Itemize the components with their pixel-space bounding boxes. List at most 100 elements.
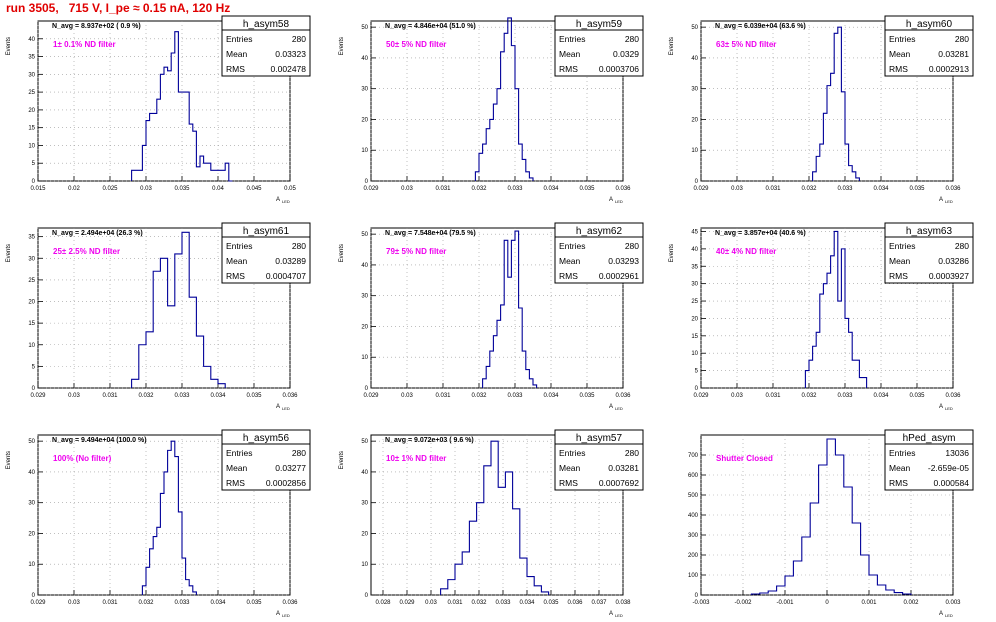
histogram-bin	[160, 258, 167, 388]
y-axis-label: Events	[669, 244, 675, 262]
histogram-bin	[511, 240, 515, 388]
x-tick-label: 0.032	[801, 186, 817, 192]
navg-label: N_avg = 8.937e+02 ( 0.9 %)	[52, 23, 141, 30]
histogram-bin	[810, 503, 818, 595]
y-tick-label: 35	[691, 264, 698, 270]
navg-label: N_avg = 4.846e+04 (51.0 %)	[385, 23, 476, 30]
stats-value: 0.03289	[275, 256, 306, 266]
histogram-bin	[150, 549, 154, 595]
stats-box: h_asym63 Entries 280 Mean 0.03286 RMS 0.000392…	[884, 222, 974, 284]
x-tick-label: 0.031	[435, 186, 451, 192]
histogram-bin	[831, 73, 835, 181]
histogram-bin	[171, 53, 175, 181]
histogram-bin	[160, 493, 164, 595]
y-tick-label: 700	[688, 453, 699, 459]
histogram-bin	[809, 360, 813, 388]
y-tick-label: 20	[361, 324, 368, 330]
histogram-bin	[529, 379, 533, 388]
y-axis-label: Events	[339, 244, 345, 262]
histogram-bin	[513, 509, 520, 595]
histogram-bin	[182, 92, 186, 181]
histogram-bin	[441, 589, 448, 595]
y-tick-label: 30	[691, 87, 698, 93]
stats-value: 0.0003706	[599, 64, 639, 74]
histogram-bin	[222, 170, 226, 181]
histogram-bin	[501, 52, 505, 181]
stats-box: h_asym56 Entries 280 Mean 0.03277 RMS 0.000285…	[221, 429, 311, 491]
histogram-bin	[852, 360, 856, 388]
stats-value: 280	[292, 34, 306, 44]
stats-label: RMS	[559, 478, 578, 488]
histogram-bin	[455, 564, 462, 595]
histogram-bin	[527, 577, 534, 595]
x-axis-label-sub: LED	[945, 406, 953, 411]
histogram-panel-h_asym58: 0.015 0.02 0.025 0.03 0.035 0.04 0.045 0.05 0 5 10…	[0, 13, 311, 204]
histogram-bin	[186, 92, 190, 181]
histogram-panel-h_asym57: 0.028 0.029 0.03 0.031 0.032 0.033 0.034 0.035 0…	[333, 427, 644, 618]
histogram-bin	[515, 89, 519, 181]
histogram-bin	[171, 441, 175, 595]
x-tick-label: -0.002	[734, 600, 752, 606]
histogram-bin	[490, 351, 494, 388]
y-tick-label: 25	[28, 278, 35, 284]
histogram-bin	[189, 297, 196, 388]
y-tick-label: 50	[691, 25, 698, 31]
x-tick-label: 0.034	[210, 393, 226, 399]
filter-label: 100% (No filter)	[53, 454, 112, 463]
stats-value: 0.0002913	[929, 64, 969, 74]
y-tick-label: 40	[28, 37, 35, 43]
histogram-bin	[153, 113, 157, 181]
stats-box: hPed_asym Entries 13036 Mean -2.659e-05 RMS 0.…	[884, 429, 974, 491]
x-tick-label: 0.001	[861, 600, 877, 606]
histogram-line	[141, 440, 197, 595]
y-tick-label: 10	[361, 148, 368, 154]
histogram-bin	[534, 586, 541, 595]
stats-label: RMS	[226, 478, 245, 488]
x-tick-label: 0.003	[945, 600, 961, 606]
histogram-bin	[827, 86, 831, 181]
navg-label: N_avg = 2.494e+04 (26.3 %)	[52, 230, 143, 237]
x-tick-label: 0.031	[102, 393, 118, 399]
stats-label: Entries	[889, 448, 915, 458]
histogram-bin	[816, 156, 820, 181]
histogram-title: h_asym63	[906, 226, 953, 237]
x-tick-label: 0.032	[471, 186, 487, 192]
y-tick-label: 35	[28, 235, 35, 241]
histogram-bin	[793, 561, 801, 595]
histogram-bin	[869, 575, 877, 595]
stats-value: 280	[625, 448, 639, 458]
x-axis-label-sub: LED	[282, 199, 290, 204]
histogram-bin	[486, 129, 490, 181]
x-axis-label: A	[609, 404, 613, 410]
x-tick-label: 0.002	[903, 600, 919, 606]
x-tick-label: 0.029	[363, 393, 379, 399]
histogram-line	[812, 26, 860, 181]
x-tick-label: 0.036	[945, 186, 961, 192]
histogram-bin	[813, 172, 817, 181]
histogram-bin	[153, 537, 157, 595]
x-tick-label: 0.045	[246, 186, 262, 192]
histogram-bin	[852, 172, 856, 181]
histogram-svg: 0.029 0.03 0.031 0.032 0.033 0.034 0.035 0.036 0…	[669, 15, 974, 204]
filter-label: 63± 5% ND filter	[716, 40, 776, 49]
stats-label: Mean	[559, 49, 581, 59]
y-tick-label: 45	[691, 229, 698, 235]
x-tick-label: 0.015	[30, 186, 46, 192]
y-tick-label: 20	[361, 531, 368, 537]
histogram-bin	[863, 378, 867, 388]
histogram-bin	[486, 366, 490, 388]
x-axis-label-sub: LED	[282, 613, 290, 618]
y-tick-label: 600	[688, 473, 699, 479]
stats-value: 0.03293	[608, 256, 639, 266]
histogram-bin	[225, 163, 229, 181]
y-tick-label: 10	[361, 562, 368, 568]
histogram-bin	[877, 585, 885, 595]
x-tick-label: 0.033	[507, 186, 523, 192]
histogram-bin	[139, 170, 143, 181]
x-axis-label-sub: LED	[945, 613, 953, 618]
histogram-bin	[484, 466, 491, 595]
x-axis-label-sub: LED	[615, 199, 623, 204]
histogram-bin	[827, 273, 831, 388]
histogram-title: h_asym59	[576, 19, 623, 30]
y-tick-label: 200	[688, 553, 699, 559]
